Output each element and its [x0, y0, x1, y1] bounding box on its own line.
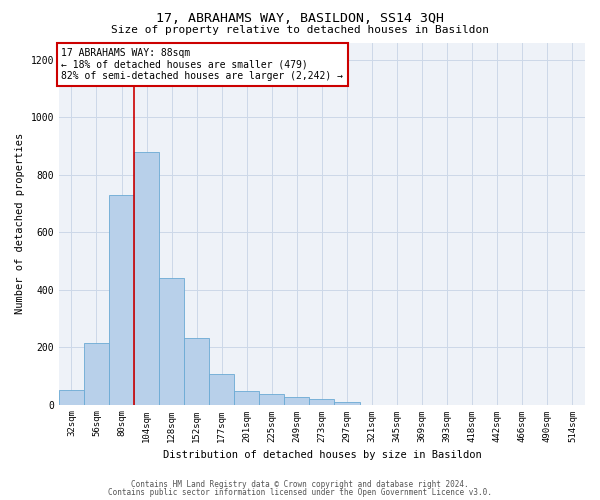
- Bar: [84, 343, 109, 404]
- Text: Contains public sector information licensed under the Open Government Licence v3: Contains public sector information licen…: [108, 488, 492, 497]
- Text: Contains HM Land Registry data © Crown copyright and database right 2024.: Contains HM Land Registry data © Crown c…: [131, 480, 469, 489]
- Bar: [310, 399, 334, 404]
- Text: 17 ABRAHAMS WAY: 88sqm
← 18% of detached houses are smaller (479)
82% of semi-de: 17 ABRAHAMS WAY: 88sqm ← 18% of detached…: [61, 48, 343, 82]
- Bar: [259, 394, 284, 404]
- Bar: [284, 398, 310, 404]
- Bar: [184, 338, 209, 404]
- Bar: [159, 278, 184, 404]
- Y-axis label: Number of detached properties: Number of detached properties: [15, 133, 25, 314]
- Bar: [334, 402, 359, 404]
- X-axis label: Distribution of detached houses by size in Basildon: Distribution of detached houses by size …: [163, 450, 481, 460]
- Bar: [134, 152, 159, 404]
- Bar: [109, 195, 134, 404]
- Bar: [209, 374, 234, 404]
- Text: Size of property relative to detached houses in Basildon: Size of property relative to detached ho…: [111, 25, 489, 35]
- Bar: [234, 391, 259, 404]
- Bar: [59, 390, 84, 404]
- Text: 17, ABRAHAMS WAY, BASILDON, SS14 3QH: 17, ABRAHAMS WAY, BASILDON, SS14 3QH: [156, 12, 444, 26]
